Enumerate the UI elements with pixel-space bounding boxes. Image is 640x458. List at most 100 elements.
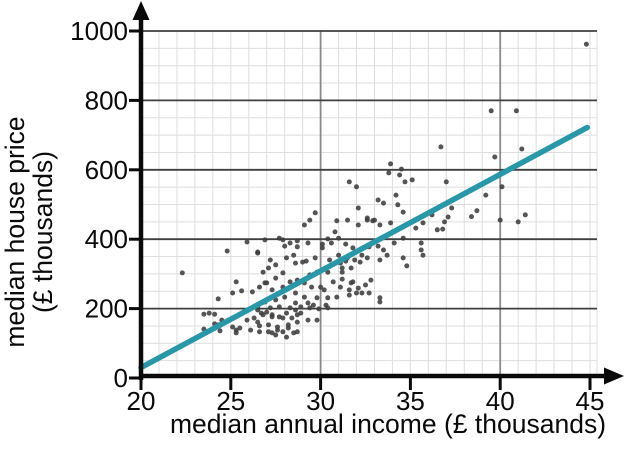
data-point — [325, 295, 331, 301]
data-point — [515, 219, 521, 225]
y-tick-label: 800 — [85, 85, 128, 115]
data-point — [488, 108, 494, 114]
y-axis-title-line2: (£ thousands) — [28, 151, 58, 313]
data-point — [260, 269, 266, 275]
y-tick-label: 0 — [114, 363, 128, 393]
data-point — [318, 284, 324, 290]
data-point — [310, 302, 316, 308]
data-point — [420, 252, 426, 258]
data-points — [179, 41, 589, 340]
data-point — [336, 235, 342, 241]
data-point — [257, 329, 262, 335]
data-point — [179, 270, 185, 276]
data-point — [269, 314, 275, 320]
data-point — [280, 270, 286, 276]
data-point — [294, 329, 300, 335]
y-axis-arrow-icon — [132, 1, 150, 20]
data-point — [443, 179, 449, 185]
x-tick-label: 25 — [216, 386, 245, 416]
data-point — [305, 240, 311, 246]
data-point — [438, 144, 444, 150]
data-point — [483, 192, 489, 198]
axis-titles: median annual income (£ thousands) media… — [0, 116, 606, 439]
data-point — [309, 284, 315, 290]
data-point — [583, 41, 589, 47]
data-point — [343, 241, 349, 247]
data-point — [391, 240, 397, 246]
y-axis-title-line1: median house price — [0, 116, 30, 347]
data-point — [522, 212, 528, 218]
data-point — [294, 238, 300, 244]
data-point — [384, 252, 390, 258]
trend-line-group — [138, 124, 591, 371]
tick-labels: 20 25 30 35 40 45 0 200 400 600 800 1000 — [70, 16, 604, 416]
data-point — [328, 240, 334, 246]
data-point — [519, 146, 525, 152]
data-point — [400, 235, 406, 241]
data-point — [280, 315, 286, 321]
data-point — [294, 319, 300, 325]
data-point — [377, 222, 383, 228]
data-point — [289, 315, 295, 321]
data-point — [377, 295, 383, 301]
data-point — [352, 257, 358, 263]
data-point — [339, 265, 345, 271]
data-point — [257, 323, 262, 329]
data-point — [372, 217, 377, 223]
data-point — [381, 247, 386, 253]
data-point — [294, 244, 300, 250]
data-point — [440, 226, 446, 232]
data-point — [255, 319, 261, 325]
data-point — [339, 276, 345, 282]
data-point — [285, 322, 291, 328]
data-point — [325, 236, 331, 242]
data-point — [366, 290, 372, 296]
data-point — [355, 285, 361, 291]
data-point — [469, 214, 474, 220]
data-point — [339, 269, 345, 275]
data-point — [260, 312, 266, 318]
data-point — [449, 205, 455, 211]
data-point — [266, 265, 271, 271]
data-point — [395, 202, 401, 208]
data-point — [445, 214, 451, 220]
data-point — [359, 290, 365, 296]
data-point — [206, 310, 212, 316]
data-point — [212, 311, 218, 317]
data-point — [305, 317, 311, 323]
data-point — [388, 220, 394, 226]
data-point — [267, 305, 273, 311]
data-point — [354, 184, 359, 190]
minor-gridlines — [141, 31, 598, 378]
data-point — [364, 215, 370, 221]
data-point — [244, 239, 250, 245]
data-point — [284, 334, 289, 340]
data-point — [275, 324, 280, 330]
data-point — [330, 279, 336, 285]
tick-marks — [129, 29, 592, 390]
data-point — [257, 284, 262, 290]
data-point — [420, 220, 426, 226]
data-point — [280, 237, 286, 243]
y-tick-label: 400 — [85, 224, 128, 254]
data-point — [402, 179, 408, 185]
data-point — [233, 279, 239, 285]
data-point — [377, 257, 383, 263]
data-point — [293, 260, 298, 266]
data-point — [348, 265, 354, 271]
data-point — [307, 217, 313, 223]
data-point — [325, 269, 331, 275]
data-point — [499, 184, 505, 190]
data-point — [316, 306, 322, 312]
data-point — [305, 300, 311, 306]
data-point — [294, 312, 300, 318]
axes — [132, 1, 624, 385]
data-point — [346, 179, 352, 185]
data-point — [336, 252, 342, 258]
data-point — [284, 310, 289, 316]
x-tick-label: 30 — [306, 386, 335, 416]
data-point — [282, 243, 288, 249]
data-point — [280, 329, 286, 335]
data-point — [255, 250, 261, 256]
x-tick-label: 40 — [486, 386, 515, 416]
